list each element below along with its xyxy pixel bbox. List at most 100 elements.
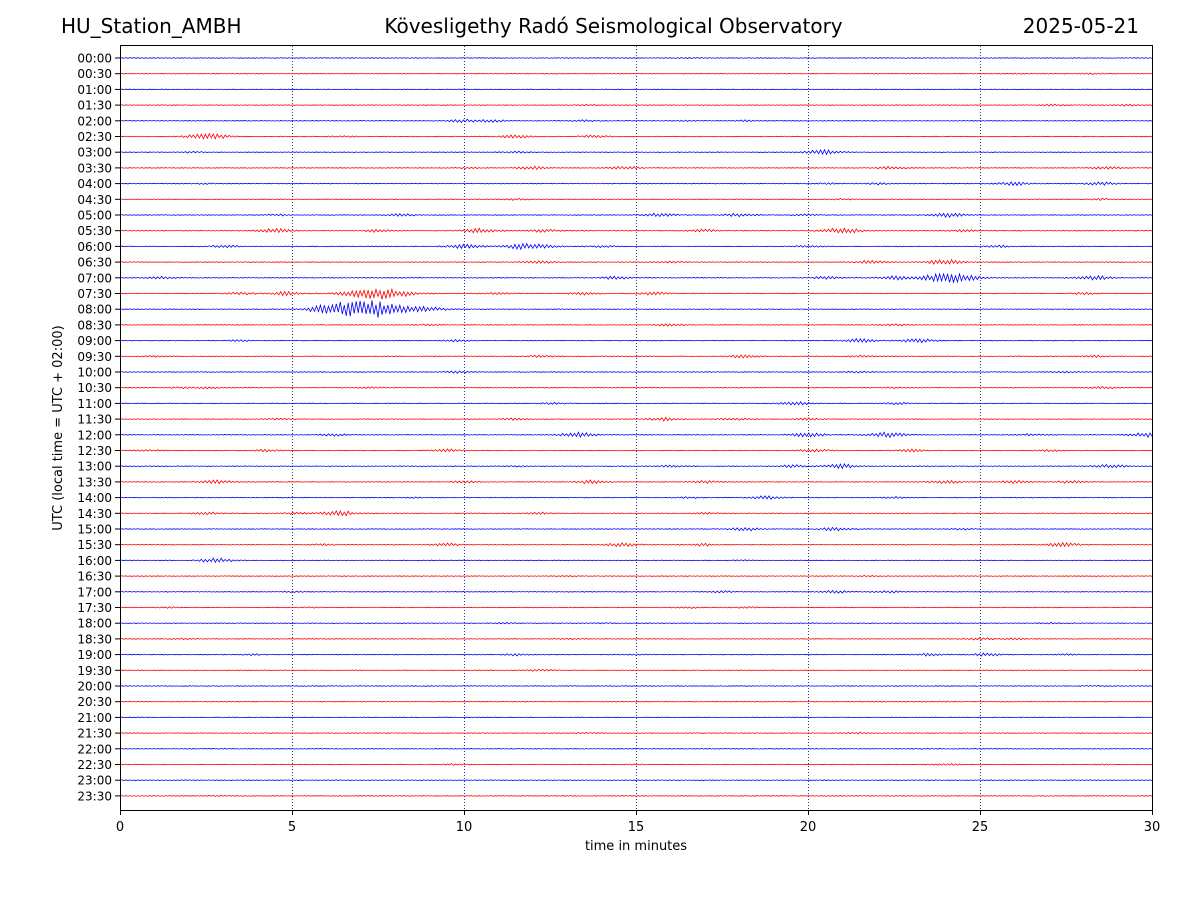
trace-0900 <box>119 337 1153 344</box>
x-tick-label: 15 <box>628 820 645 835</box>
y-tick-label: 04:00 <box>77 177 112 191</box>
y-tick-label: 19:30 <box>77 664 112 678</box>
trace-0530 <box>119 227 1153 234</box>
trace-2100 <box>119 716 1153 719</box>
y-tick-label: 01:00 <box>77 83 112 97</box>
y-tick-label: 07:00 <box>77 271 112 285</box>
trace-0830 <box>119 323 1153 327</box>
y-tick-label: 23:30 <box>77 789 112 803</box>
trace-1030 <box>119 385 1153 390</box>
trace-2230 <box>119 762 1153 766</box>
grid-lines <box>292 46 981 810</box>
trace-1530 <box>119 541 1153 548</box>
trace-1600 <box>119 557 1153 564</box>
y-tick-label: 13:30 <box>77 475 112 489</box>
y-tick-label: 14:30 <box>77 507 112 521</box>
trace-1630 <box>119 574 1153 578</box>
trace-2030 <box>119 700 1153 703</box>
y-tick-label: 22:30 <box>77 758 112 772</box>
date-label: 2025-05-21 <box>1022 14 1139 38</box>
x-tick-label: 25 <box>972 820 989 835</box>
trace-0200 <box>119 118 1153 124</box>
trace-1300 <box>119 463 1153 470</box>
trace-2200 <box>119 747 1153 750</box>
trace-1330 <box>119 479 1153 485</box>
y-tick-label: 03:30 <box>77 161 112 175</box>
trace-1930 <box>119 668 1153 672</box>
trace-0000 <box>119 56 1153 60</box>
trace-1900 <box>119 652 1153 657</box>
x-tick-label: 0 <box>116 820 124 835</box>
trace-0930 <box>119 354 1153 359</box>
trace-0130 <box>119 103 1153 107</box>
trace-1430 <box>119 509 1153 517</box>
trace-0500 <box>119 212 1153 219</box>
x-tick-label: 5 <box>288 820 296 835</box>
trace-1800 <box>119 621 1153 625</box>
y-tick-label: 00:00 <box>77 52 112 66</box>
trace-0300 <box>119 148 1153 156</box>
trace-0800 <box>119 300 1153 318</box>
trace-0400 <box>119 181 1153 187</box>
y-tick-label: 08:30 <box>77 318 112 332</box>
trace-0730 <box>119 287 1153 300</box>
trace-0330 <box>119 165 1153 171</box>
x-tick-label: 20 <box>800 820 817 835</box>
trace-1830 <box>119 637 1153 641</box>
trace-0100 <box>119 88 1153 91</box>
trace-0030 <box>119 72 1153 76</box>
y-tick-label: 12:00 <box>77 428 112 442</box>
y-tick-label: 11:00 <box>77 397 112 411</box>
trace-1230 <box>119 448 1153 453</box>
y-tick-label: 17:00 <box>77 585 112 599</box>
y-tick-label: 13:00 <box>77 460 112 474</box>
y-tick-label: 03:00 <box>77 146 112 160</box>
y-tick-label: 12:30 <box>77 444 112 458</box>
y-tick-label: 10:30 <box>77 381 112 395</box>
station-name: HU_Station_AMBH <box>61 14 242 38</box>
trace-2000 <box>119 684 1153 687</box>
y-tick-label: 15:30 <box>77 538 112 552</box>
y-tick-label: 20:00 <box>77 680 112 694</box>
y-tick-label: 05:30 <box>77 224 112 238</box>
x-axis-label: time in minutes <box>585 839 687 854</box>
y-tick-label: 08:00 <box>77 303 112 317</box>
y-tick-label: 09:00 <box>77 334 112 348</box>
y-tick-label: 21:00 <box>77 711 112 725</box>
y-tick-label: 05:00 <box>77 209 112 223</box>
y-tick-label: 06:30 <box>77 256 112 270</box>
y-tick-label: 01:30 <box>77 99 112 113</box>
trace-2130 <box>119 731 1153 735</box>
y-tick-label: 15:00 <box>77 523 112 537</box>
y-tick-label: 04:30 <box>77 193 112 207</box>
trace-2330 <box>119 794 1153 797</box>
y-tick-label: 10:00 <box>77 366 112 380</box>
y-tick-label: 20:30 <box>77 695 112 709</box>
y-tick-label: 16:30 <box>77 570 112 584</box>
y-tick-label: 11:30 <box>77 413 112 427</box>
x-tick-label: 10 <box>456 820 473 835</box>
trace-1130 <box>119 416 1153 422</box>
y-tick-label: 09:30 <box>77 350 112 364</box>
y-tick-label: 23:00 <box>77 774 112 788</box>
x-tick-label: 30 <box>1144 820 1161 835</box>
y-tick-label: 07:30 <box>77 287 112 301</box>
trace-1730 <box>119 606 1153 609</box>
trace-0700 <box>119 272 1153 284</box>
trace-1200 <box>119 431 1153 439</box>
y-tick-label: 19:00 <box>77 648 112 662</box>
y-tick-label: 18:30 <box>77 632 112 646</box>
y-tick-label: 18:00 <box>77 617 112 631</box>
trace-2300 <box>119 779 1153 781</box>
trace-1700 <box>119 589 1153 594</box>
trace-1500 <box>119 526 1153 532</box>
y-tick-label: 00:30 <box>77 67 112 81</box>
trace-1000 <box>119 370 1153 374</box>
x-tick-labels: 0 5 10 15 20 25 30 <box>116 810 1160 835</box>
chart-title: Kövesligethy Radó Seismological Observat… <box>384 14 843 38</box>
y-tick-label: 02:00 <box>77 114 112 128</box>
trace-0600 <box>119 242 1153 251</box>
y-tick-label: 21:30 <box>77 727 112 741</box>
